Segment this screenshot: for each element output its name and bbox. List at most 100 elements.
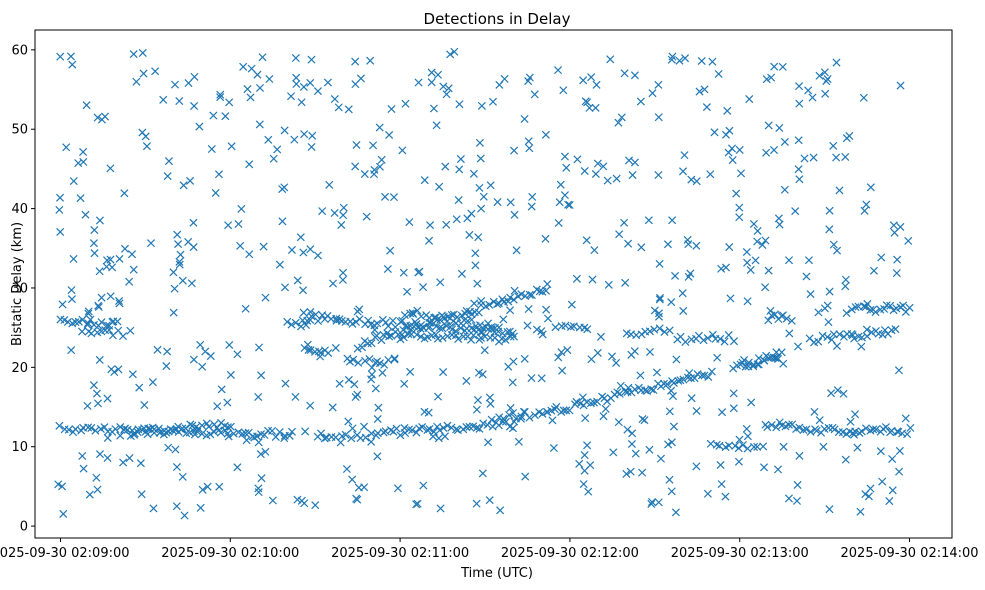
scatter-point bbox=[644, 216, 653, 225]
scatter-point bbox=[581, 414, 590, 423]
scatter-point bbox=[390, 355, 399, 364]
scatter-point bbox=[89, 239, 98, 248]
scatter-point bbox=[699, 336, 708, 345]
scatter-point bbox=[307, 55, 316, 64]
scatter-point bbox=[829, 240, 838, 249]
scatter-point bbox=[105, 325, 114, 335]
scatter-point bbox=[660, 327, 669, 336]
scatter-point bbox=[355, 305, 364, 314]
scatter-point bbox=[839, 389, 848, 398]
scatter-point bbox=[278, 217, 287, 226]
scatter-point bbox=[179, 181, 188, 190]
scatter-point bbox=[760, 356, 769, 365]
scatter-point bbox=[296, 233, 305, 242]
scatter-point bbox=[175, 97, 184, 106]
scatter-point bbox=[423, 425, 432, 434]
scatter-point bbox=[899, 301, 908, 310]
scatter-point bbox=[608, 352, 617, 361]
scatter-point bbox=[891, 325, 900, 334]
scatter-point bbox=[617, 113, 626, 122]
scatter-point bbox=[692, 241, 701, 250]
scatter-point bbox=[290, 135, 299, 144]
scatter-point bbox=[543, 280, 552, 289]
scatter-point bbox=[720, 337, 729, 346]
scatter-point bbox=[93, 485, 102, 494]
scatter-point bbox=[94, 301, 103, 310]
scatter-point bbox=[484, 438, 493, 447]
scatter-point bbox=[510, 146, 519, 155]
scatter-point bbox=[575, 459, 584, 468]
scatter-point bbox=[753, 226, 762, 235]
scatter-point bbox=[556, 180, 565, 189]
scatter-point bbox=[510, 286, 519, 295]
scatter-point bbox=[360, 483, 369, 492]
scatter-point bbox=[97, 293, 106, 302]
scatter-point bbox=[795, 99, 804, 108]
scatter-point bbox=[770, 310, 779, 319]
scatter-point bbox=[256, 450, 265, 459]
scatter-point bbox=[86, 315, 95, 324]
scatter-point bbox=[255, 343, 264, 352]
scatter-point bbox=[227, 142, 236, 151]
scatter-point bbox=[904, 236, 913, 245]
scatter-point bbox=[832, 58, 841, 67]
scatter-point bbox=[564, 200, 573, 209]
scatter-point bbox=[857, 427, 866, 436]
scatter-point bbox=[115, 299, 124, 308]
scatter-point bbox=[615, 389, 624, 398]
scatter-point bbox=[71, 318, 80, 327]
scatter-point bbox=[761, 420, 770, 429]
scatter-point bbox=[190, 101, 199, 111]
scatter-point bbox=[146, 239, 156, 248]
scatter-point bbox=[549, 444, 558, 453]
scatter-point bbox=[542, 286, 551, 295]
scatter-point bbox=[423, 333, 432, 342]
scatter-point bbox=[753, 237, 762, 246]
scatter-point bbox=[306, 346, 315, 355]
scatter-point bbox=[806, 427, 815, 436]
scatter-point bbox=[527, 202, 536, 211]
scatter-point bbox=[818, 331, 827, 340]
scatter-point bbox=[413, 306, 422, 315]
x-tick-label: 2025-09-30 02:14:00 bbox=[841, 546, 979, 561]
scatter-point bbox=[95, 267, 104, 276]
scatter-point bbox=[377, 155, 386, 164]
scatter-point bbox=[344, 417, 353, 426]
scatter-point bbox=[503, 327, 512, 336]
scatter-point bbox=[869, 425, 878, 434]
scatter-point bbox=[893, 255, 902, 264]
scatter-point bbox=[347, 434, 356, 443]
scatter-point bbox=[537, 374, 546, 383]
scatter-point bbox=[692, 462, 701, 471]
scatter-point bbox=[425, 425, 434, 434]
x-tick-label: 2025-09-30 02:13:00 bbox=[671, 546, 809, 561]
scatter-point bbox=[741, 362, 750, 371]
scatter-point bbox=[494, 323, 504, 332]
x-axis: 2025-09-30 02:09:00 2025-09-30 02:10:00 20… bbox=[0, 538, 979, 561]
scatter-point bbox=[241, 304, 250, 313]
scatter-point bbox=[475, 138, 484, 147]
scatter-point bbox=[735, 203, 744, 212]
scatter-point bbox=[495, 413, 504, 422]
scatter-point bbox=[785, 329, 794, 338]
scatter-point bbox=[450, 47, 459, 56]
scatter-point bbox=[559, 86, 568, 95]
scatter-point bbox=[455, 100, 464, 109]
scatter-markers bbox=[54, 47, 915, 520]
scatter-point bbox=[766, 306, 775, 315]
scatter-point bbox=[742, 247, 751, 257]
scatter-point bbox=[269, 154, 278, 163]
scatter-point bbox=[641, 386, 650, 395]
scatter-point bbox=[169, 268, 178, 277]
scatter-point bbox=[866, 484, 875, 493]
scatter-point bbox=[74, 159, 83, 168]
scatter-point bbox=[888, 454, 897, 463]
scatter-point bbox=[772, 348, 781, 357]
scatter-point bbox=[525, 73, 534, 82]
scatter-point bbox=[367, 429, 376, 438]
y-tick-label: 60 bbox=[11, 43, 28, 58]
scatter-point bbox=[189, 355, 198, 364]
scatter-point bbox=[389, 193, 399, 202]
scatter-point bbox=[128, 370, 137, 379]
